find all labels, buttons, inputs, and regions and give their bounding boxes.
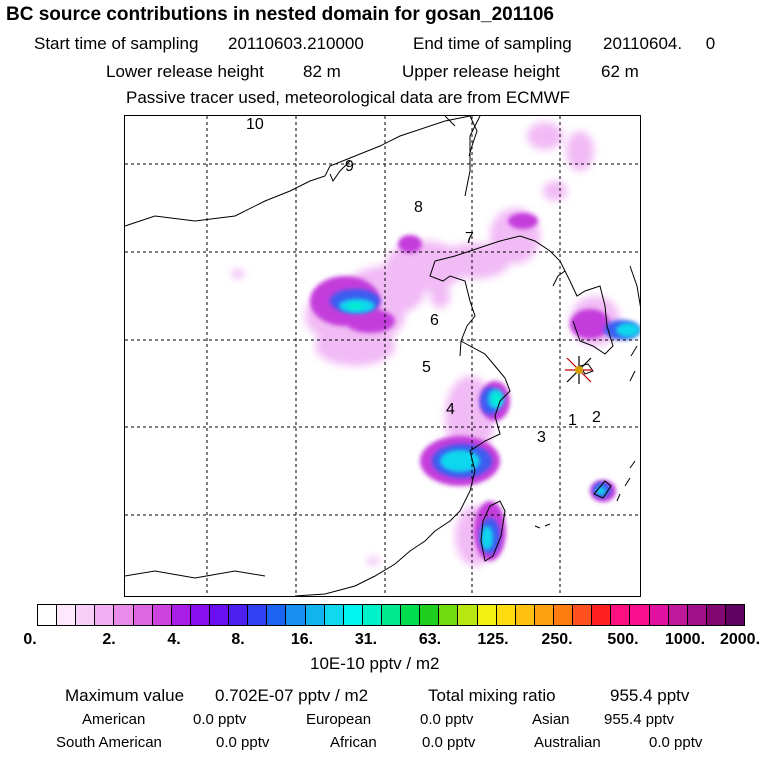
- colorbar-swatch: [76, 605, 96, 625]
- colorbar-swatch: [209, 605, 230, 625]
- colorbar-tick: 8.: [231, 631, 245, 648]
- colorbar-tick: 0.: [23, 631, 37, 648]
- colorbar-swatch: [324, 605, 344, 625]
- region-label-3: 3: [537, 429, 546, 446]
- region-label-8: 8: [414, 199, 423, 216]
- region-label-4: 4: [446, 401, 455, 418]
- colorbar-swatch: [496, 605, 516, 625]
- region-label-9: 9: [345, 158, 354, 175]
- colorbar-swatch: [114, 605, 134, 625]
- colorbar-tick: 2.: [102, 631, 116, 648]
- colorbar-swatch: [458, 605, 478, 625]
- region-label-10: 10: [246, 116, 264, 133]
- colorbar-swatch: [381, 605, 402, 625]
- region-value: 0.0 pptv: [216, 734, 270, 751]
- region-value: 955.4 pptv: [604, 711, 675, 728]
- colorbar-swatch: [248, 605, 268, 625]
- total-mixing-label: Total mixing ratio: [428, 686, 556, 705]
- graticule: [125, 116, 640, 596]
- colorbar-tick: 500.: [607, 631, 639, 648]
- colorbar-swatch: [229, 605, 249, 625]
- colorbar-swatch: [706, 605, 726, 625]
- colorbar-swatch: [343, 605, 363, 625]
- start-time-value: 20110603.210000: [228, 34, 364, 53]
- colorbar-swatch: [133, 605, 153, 625]
- lower-height-value: 82 m: [303, 62, 341, 81]
- colorbar-swatch: [267, 605, 287, 625]
- colorbar-swatch: [725, 605, 745, 625]
- end-time-value: 20110604. 0: [603, 34, 716, 53]
- colorbar-swatch: [171, 605, 191, 625]
- colorbar-swatch: [286, 605, 306, 625]
- figure-title: BC source contributions in nested domain…: [6, 4, 554, 25]
- region-value: 0.0 pptv: [649, 734, 703, 751]
- colorbar-units: 10E-10 pptv / m2: [310, 654, 440, 673]
- total-mixing-value: 955.4 pptv: [610, 686, 690, 705]
- map-canvas: [125, 116, 640, 596]
- colorbar-swatch: [573, 605, 593, 625]
- colorbar-swatch: [190, 605, 210, 625]
- colorbar-swatch: [420, 605, 440, 625]
- start-time-label: Start time of sampling: [34, 34, 199, 53]
- colorbar-swatch: [630, 605, 650, 625]
- upper-height-label: Upper release height: [402, 62, 560, 81]
- colorbar-swatch: [95, 605, 115, 625]
- colorbar-swatch: [477, 605, 497, 625]
- max-value: 0.702E-07 pptv / m2: [215, 686, 369, 705]
- region-label-1: 1: [568, 412, 577, 429]
- color-scale-bar: [37, 604, 745, 626]
- coastlines: [125, 116, 640, 596]
- colorbar-tick: 2000.: [719, 631, 761, 648]
- colorbar-tick: 4.: [167, 631, 181, 648]
- colorbar-swatch: [668, 605, 688, 625]
- region-label-5: 5: [422, 359, 431, 376]
- colorbar-swatch: [401, 605, 421, 625]
- colorbar-swatch: [687, 605, 707, 625]
- lower-height-label: Lower release height: [106, 62, 264, 81]
- colorbar-tick: 1000.: [664, 631, 706, 648]
- colorbar-swatch: [152, 605, 172, 625]
- colorbar-swatch: [362, 605, 382, 625]
- upper-height-value: 62 m: [601, 62, 639, 81]
- colorbar-tick: 31.: [354, 631, 378, 648]
- colorbar-swatch: [611, 605, 631, 625]
- colorbar-swatch: [57, 605, 77, 625]
- colorbar-swatch: [592, 605, 612, 625]
- colorbar-swatch: [515, 605, 535, 625]
- region-name: South American: [56, 734, 162, 751]
- max-value-label: Maximum value: [65, 686, 185, 705]
- region-name: European: [306, 711, 372, 728]
- colorbar-tick: 63.: [418, 631, 442, 648]
- region-name: Australian: [534, 734, 601, 751]
- colorbar-swatch: [439, 605, 459, 625]
- region-value: 0.0 pptv: [422, 734, 476, 751]
- region-label-6: 6: [430, 312, 439, 329]
- plume-peak-concentration: [339, 299, 640, 550]
- colorbar-tick: 16.: [290, 631, 314, 648]
- colorbar-swatch: [305, 605, 325, 625]
- receptor-star-icon: [565, 356, 593, 384]
- end-time-label: End time of sampling: [413, 34, 572, 53]
- colorbar-swatch: [534, 605, 554, 625]
- region-name: American: [82, 711, 146, 728]
- colorbar-tick: 250.: [541, 631, 573, 648]
- region-name: Asian: [532, 711, 570, 728]
- plume-low-concentration: [232, 122, 620, 566]
- region-value: 0.0 pptv: [420, 711, 474, 728]
- colorbar-tick: 125.: [477, 631, 509, 648]
- region-label-2: 2: [592, 409, 601, 426]
- region-label-7: 7: [465, 230, 474, 247]
- region-value: 0.0 pptv: [193, 711, 247, 728]
- colorbar-swatch: [38, 605, 58, 625]
- colorbar-swatch: [649, 605, 669, 625]
- concentration-map: 10 9 8 7 6 5 4 3 1 2: [124, 115, 641, 597]
- region-name: African: [330, 734, 377, 751]
- data-note: Passive tracer used, meteorological data…: [126, 88, 571, 107]
- colorbar-swatch: [553, 605, 574, 625]
